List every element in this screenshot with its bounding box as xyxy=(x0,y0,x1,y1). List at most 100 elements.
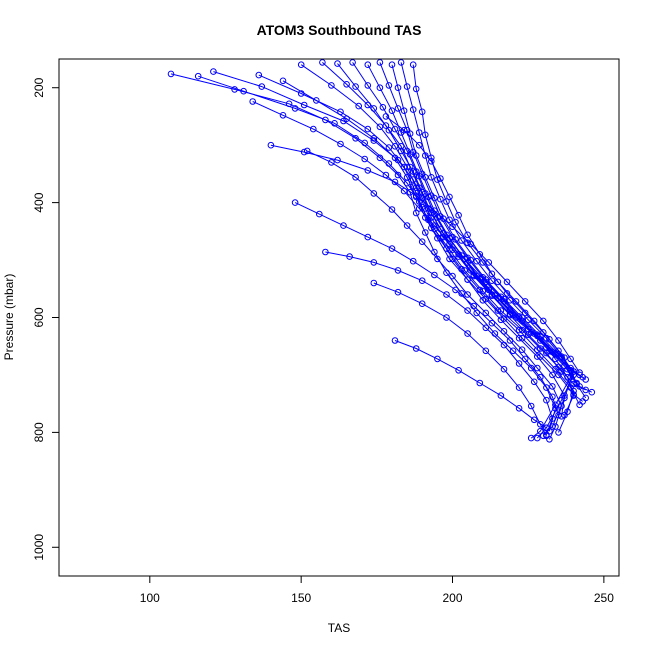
data-point xyxy=(434,255,441,263)
series-9 xyxy=(349,59,587,381)
data-point xyxy=(291,199,299,206)
data-point xyxy=(446,216,453,224)
data-point xyxy=(418,300,426,308)
data-point xyxy=(561,411,568,419)
data-point xyxy=(403,174,411,181)
series-line xyxy=(270,144,581,373)
series-line xyxy=(282,80,584,402)
series-17 xyxy=(322,248,556,439)
data-point xyxy=(328,82,335,89)
data-point xyxy=(521,298,529,305)
data-point xyxy=(364,61,372,68)
series-18 xyxy=(370,279,550,440)
data-point xyxy=(437,175,444,182)
series-line xyxy=(352,62,583,378)
data-point xyxy=(476,379,484,387)
data-point xyxy=(582,386,590,394)
data-point xyxy=(464,330,471,337)
data-point xyxy=(558,402,565,410)
data-point xyxy=(443,198,450,205)
data-point xyxy=(455,367,462,374)
data-point xyxy=(488,277,496,285)
data-point xyxy=(319,59,326,66)
data-point xyxy=(388,245,396,252)
data-point xyxy=(434,355,441,363)
data-point xyxy=(415,129,423,136)
data-point xyxy=(422,131,429,139)
data-point xyxy=(409,257,417,265)
data-point xyxy=(313,97,320,104)
data-point xyxy=(464,259,471,266)
data-point xyxy=(437,195,444,203)
data-point xyxy=(340,222,347,229)
data-point xyxy=(521,355,529,363)
data-point xyxy=(249,98,256,105)
series-15 xyxy=(303,147,565,443)
data-point xyxy=(431,271,438,279)
series-line xyxy=(400,62,575,439)
data-point xyxy=(473,309,481,317)
data-point xyxy=(364,125,372,133)
data-point xyxy=(334,156,341,164)
data-point xyxy=(534,434,541,442)
data-point xyxy=(549,393,556,401)
data-point xyxy=(518,346,526,354)
data-point xyxy=(364,82,372,89)
data-point xyxy=(521,309,529,317)
data-point xyxy=(412,209,420,217)
data-point xyxy=(534,346,541,354)
data-point xyxy=(391,337,399,344)
data-point xyxy=(406,163,414,171)
data-point xyxy=(258,83,266,90)
data-point xyxy=(382,113,390,120)
data-point xyxy=(482,278,490,286)
data-point xyxy=(476,251,484,258)
data-point xyxy=(549,415,556,422)
data-point xyxy=(470,302,478,310)
data-point xyxy=(543,396,550,404)
y-tick-label: 600 xyxy=(32,307,46,327)
data-point xyxy=(582,376,590,383)
data-point xyxy=(579,398,587,405)
data-point xyxy=(555,371,562,379)
data-point xyxy=(300,148,308,156)
data-point xyxy=(394,105,402,112)
data-point xyxy=(567,355,574,363)
data-point xyxy=(297,61,305,68)
data-point xyxy=(500,365,508,373)
data-point xyxy=(310,125,317,133)
data-point xyxy=(403,222,411,229)
data-point xyxy=(482,324,490,332)
chart-title: ATOM3 Southbound TAS xyxy=(257,22,422,38)
data-point xyxy=(394,171,402,179)
data-point xyxy=(428,158,435,165)
series-5 xyxy=(279,77,587,405)
data-point xyxy=(488,270,496,278)
data-point xyxy=(552,355,559,363)
data-point xyxy=(440,215,447,222)
data-point xyxy=(515,360,523,367)
data-point xyxy=(415,205,423,212)
data-point xyxy=(479,297,487,304)
data-point xyxy=(431,222,438,229)
data-point xyxy=(334,60,341,67)
data-point xyxy=(337,140,344,148)
series-1 xyxy=(167,70,559,435)
data-point xyxy=(567,364,574,372)
series-line xyxy=(367,64,586,380)
data-point xyxy=(355,102,363,110)
data-point xyxy=(540,317,547,325)
x-tick-label: 200 xyxy=(442,591,462,605)
data-point xyxy=(527,402,535,410)
data-point xyxy=(497,316,505,324)
series-14 xyxy=(409,61,574,442)
plot-frame xyxy=(58,58,620,577)
data-point xyxy=(555,429,562,436)
data-point xyxy=(434,214,441,221)
series-line xyxy=(325,251,553,435)
data-point xyxy=(555,347,562,355)
data-point xyxy=(515,313,523,320)
data-point xyxy=(331,120,338,127)
series-line xyxy=(373,282,547,437)
data-point xyxy=(564,373,571,381)
